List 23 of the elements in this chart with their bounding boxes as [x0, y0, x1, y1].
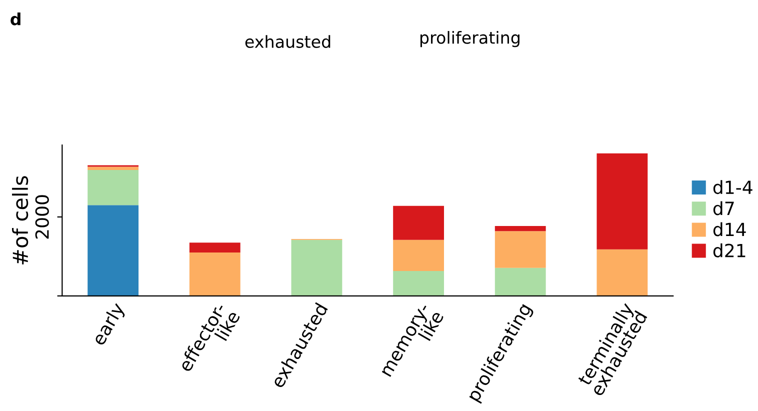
bar	[494, 231, 546, 268]
bar	[291, 240, 342, 296]
bar	[596, 249, 648, 296]
y-axis-title: #of cells	[12, 176, 28, 264]
bar	[393, 206, 444, 240]
legend-label: d1-4	[713, 180, 752, 194]
bar	[189, 242, 240, 252]
text: proliferating	[420, 30, 520, 48]
bar	[189, 252, 240, 296]
bar	[88, 166, 139, 170]
bar	[88, 170, 139, 206]
text: exhausted	[245, 35, 330, 48]
legend-label: d21	[713, 243, 746, 258]
bar	[596, 153, 648, 250]
bar	[494, 226, 546, 232]
bar	[393, 240, 444, 272]
bar	[88, 205, 139, 296]
text: d	[10, 12, 20, 26]
legend-label: d14	[713, 222, 746, 236]
y-tick-label: 2000	[35, 195, 49, 239]
bar	[494, 268, 546, 296]
legend-label: d7	[713, 201, 734, 216]
bar	[393, 271, 444, 296]
